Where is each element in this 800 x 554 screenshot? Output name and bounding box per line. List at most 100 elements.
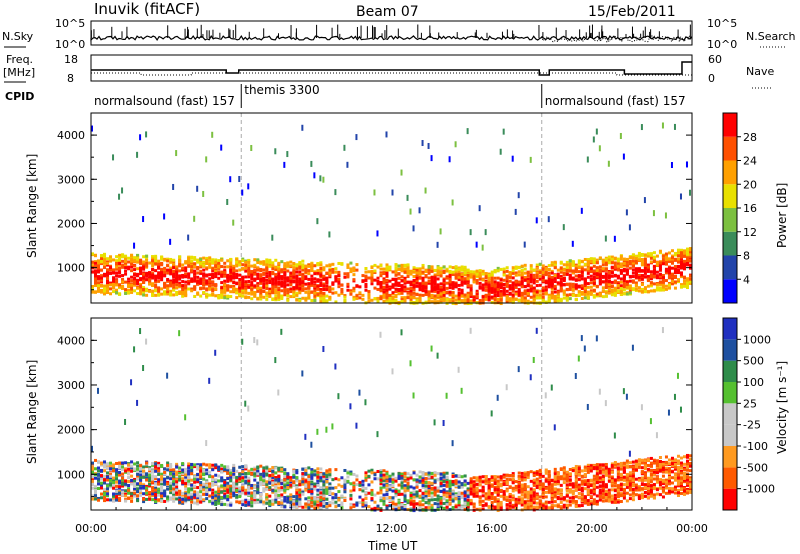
heatmap-cell [196, 463, 200, 467]
heatmap-cell [172, 472, 176, 476]
heatmap-cell [421, 281, 425, 285]
heatmap-cell [184, 473, 188, 477]
heatmap-cell [190, 466, 194, 470]
heatmap-cell [355, 263, 359, 267]
heatmap-cell [241, 279, 245, 283]
heatmap-cell [568, 269, 572, 273]
heatmap-cell [424, 290, 428, 294]
heatmap-cell [286, 151, 289, 158]
heatmap-cell [94, 458, 98, 462]
heatmap-cell [610, 259, 614, 263]
heatmap-cell [661, 278, 665, 282]
heatmap-cell [160, 262, 164, 266]
heatmap-cell [556, 268, 560, 272]
heatmap-cells [91, 122, 692, 306]
heatmap-cell [103, 489, 107, 493]
heatmap-cell [214, 262, 218, 266]
heatmap-cell [670, 261, 674, 265]
heatmap-cell [523, 298, 527, 302]
heatmap-cell [274, 274, 278, 278]
heatmap-cell [637, 278, 641, 282]
heatmap-cell [577, 274, 581, 278]
heatmap-cell [679, 260, 683, 264]
heatmap-cell [556, 281, 560, 285]
heatmap-cell [523, 271, 527, 275]
heatmap-cell [454, 265, 458, 269]
heatmap-cell [238, 263, 242, 267]
heatmap-cell [169, 468, 173, 472]
heatmap-cell [238, 268, 242, 272]
heatmap-cell [622, 259, 626, 263]
heatmap-cell [562, 273, 566, 277]
heatmap-cell [232, 463, 236, 467]
heatmap-cell [373, 297, 377, 301]
heatmap-cell [682, 265, 686, 269]
heatmap-cell [124, 272, 128, 276]
heatmap-cell [193, 287, 197, 291]
heatmap-cell [142, 286, 146, 290]
heatmap-cell [574, 293, 578, 297]
heatmap-cell [169, 260, 173, 264]
heatmap-cell [559, 283, 563, 287]
heatmap-cell [277, 274, 281, 278]
heatmap-cell [142, 260, 146, 264]
heatmap-cell [658, 264, 662, 268]
heatmap-cell [100, 492, 104, 496]
heatmap-cell [568, 259, 572, 263]
heatmap-cell [403, 288, 407, 292]
heatmap-cell [169, 474, 173, 478]
heatmap-cell [127, 267, 131, 271]
heatmap-cell [451, 272, 455, 276]
heatmap-cell [163, 266, 167, 270]
heatmap-cell [205, 463, 209, 467]
heatmap-cell [601, 259, 605, 263]
heatmap-cell [103, 496, 107, 500]
heatmap-cell [469, 275, 473, 279]
heatmap-cell [187, 281, 191, 285]
heatmap-cell [220, 476, 224, 480]
heatmap-cell [127, 496, 131, 500]
heatmap-cell [259, 297, 263, 301]
heatmap-cell [187, 493, 191, 497]
heatmap-cell [505, 281, 509, 285]
heatmap-cell [688, 259, 692, 263]
heatmap-cell [559, 285, 563, 289]
heatmap-cell [496, 297, 500, 301]
heatmap-cell [223, 294, 227, 298]
heatmap-cell [241, 470, 245, 474]
heatmap-cell [235, 495, 239, 499]
heatmap-cell [268, 260, 272, 264]
nsky-tick-bottom: 10^0 [55, 38, 85, 51]
heatmap-cell [241, 486, 245, 490]
heatmap-cell [268, 287, 272, 291]
heatmap-cell [220, 500, 224, 504]
heatmap-cell [643, 257, 647, 261]
heatmap-cell [661, 276, 665, 280]
heatmap-cell [124, 489, 128, 493]
heatmap-cell [172, 282, 176, 286]
heatmap-cell [535, 263, 539, 267]
heatmap-cell [256, 268, 260, 272]
heatmap-cell [676, 251, 680, 255]
heatmap-cell [334, 270, 338, 274]
heatmap-cell [178, 281, 182, 285]
heatmap-cell [577, 259, 581, 263]
heatmap-cell [211, 267, 215, 271]
heatmap-cell [358, 285, 362, 289]
heatmap-cell [298, 277, 302, 281]
heatmap-cell [307, 264, 311, 268]
heatmap-cell [196, 271, 200, 275]
heatmap-cell [241, 282, 245, 286]
heatmap-cell [226, 485, 230, 489]
heatmap-cell [409, 292, 413, 296]
heatmap-cell [604, 272, 608, 276]
heatmap-cell [190, 472, 194, 476]
heatmap-cell [595, 261, 599, 265]
heatmap-cell [133, 268, 137, 272]
heatmap-cell [178, 269, 182, 273]
heatmap-cell [619, 257, 623, 261]
heatmap-cell [175, 150, 178, 157]
heatmap-cell [625, 280, 629, 284]
heatmap-cell [568, 262, 572, 266]
heatmap-cell [394, 298, 398, 302]
